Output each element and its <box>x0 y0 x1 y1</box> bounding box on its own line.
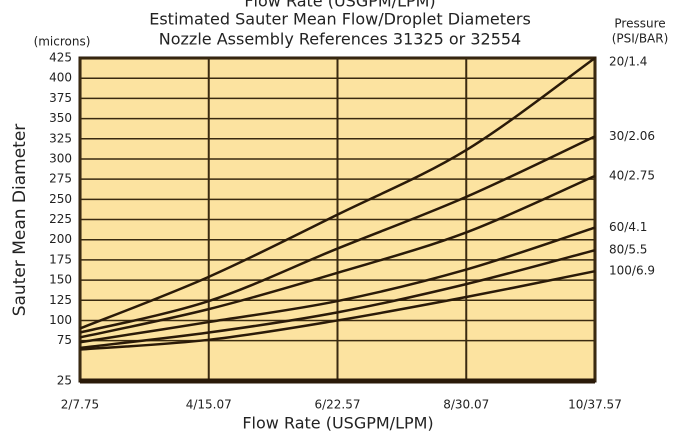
y-tick-label: 350 <box>49 111 72 125</box>
top-title: Flow Rate (USGPM/LPM) <box>244 0 435 11</box>
y-tick-label: 275 <box>49 172 72 186</box>
x-tick-label: 8/30.07 <box>443 398 489 412</box>
y-tick-label: 250 <box>49 192 72 206</box>
legend-label: 30/2.06 <box>609 129 655 143</box>
y-tick-label: 25 <box>57 374 72 388</box>
legend-label: 100/6.9 <box>609 264 655 278</box>
y-tick-label: 175 <box>49 252 72 266</box>
legend-label: 60/4.1 <box>609 220 647 234</box>
y-tick-label: 325 <box>49 131 72 145</box>
y-tick-label: 125 <box>49 293 72 307</box>
legend-label: 40/2.75 <box>609 168 655 182</box>
series-line <box>79 269 596 351</box>
y-tick-label: 200 <box>49 232 72 246</box>
series-line <box>79 174 596 339</box>
chart-subtitle: Nozzle Assembly References 31325 or 3255… <box>159 30 521 49</box>
y-tick-label: 425 <box>49 51 72 65</box>
series-line <box>79 226 596 344</box>
x-tick-label: 10/37.57 <box>568 398 622 412</box>
y-tick-label: 150 <box>49 273 72 287</box>
series-line <box>79 56 596 330</box>
y-tick-label: 225 <box>49 212 72 226</box>
y-tick-label: 100 <box>49 313 72 327</box>
legend-subtitle: (PSI/BAR) <box>612 32 669 46</box>
legend-label: 20/1.4 <box>609 55 647 69</box>
x-tick-label: 6/22.57 <box>314 398 360 412</box>
y-units: (microns) <box>34 35 91 49</box>
y-tick-label: 375 <box>49 91 72 105</box>
y-tick-label: 400 <box>49 71 72 85</box>
chart-title: Estimated Sauter Mean Flow/Droplet Diame… <box>149 10 531 29</box>
legend-label: 80/5.5 <box>609 243 647 257</box>
x-tick-label: 4/15.07 <box>186 398 232 412</box>
y-axis-label: Sauter Mean Diameter <box>10 124 30 317</box>
y-tick-label: 75 <box>57 333 72 347</box>
y-tick-label: 300 <box>49 151 72 165</box>
x-tick-label: 2/7.75 <box>61 398 99 412</box>
x-axis-label: Flow Rate (USGPM/LPM) <box>242 414 433 433</box>
series-line <box>79 248 596 350</box>
legend-title: Pressure <box>614 17 665 31</box>
series-line <box>79 135 596 334</box>
